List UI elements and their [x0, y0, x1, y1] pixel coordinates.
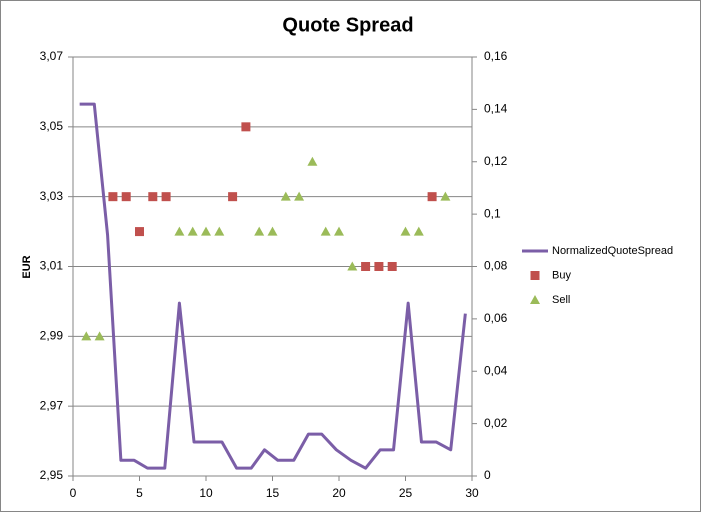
data-point — [254, 226, 265, 236]
y2-tick-label: 0,14 — [484, 102, 508, 116]
legend-label: NormalizedQuoteSpread — [552, 245, 673, 257]
data-point — [387, 262, 397, 271]
data-point — [320, 226, 331, 236]
data-point — [400, 226, 411, 236]
y-tick-label: 3,05 — [40, 119, 64, 133]
data-point — [187, 226, 198, 236]
data-point — [81, 331, 92, 341]
data-point — [440, 191, 451, 201]
y-tick-label: 2,97 — [40, 398, 64, 412]
y-tick-label: 3,03 — [40, 189, 64, 203]
data-point — [121, 192, 131, 202]
y2-tick-label: 0,08 — [484, 259, 508, 273]
data-point — [161, 192, 171, 202]
data-point — [413, 226, 424, 236]
x-tick-label: 15 — [266, 486, 280, 500]
data-point — [280, 191, 291, 201]
data-point — [427, 192, 437, 202]
data-point — [347, 261, 358, 271]
y2-tick-label: 0,06 — [484, 311, 508, 325]
x-tick-label: 20 — [332, 486, 346, 500]
y2-tick-label: 0,04 — [484, 363, 508, 377]
data-point — [307, 156, 318, 166]
data-point — [94, 331, 105, 341]
y2-tick-label: 0,1 — [484, 206, 501, 220]
y-tick-label: 3,07 — [40, 49, 64, 63]
x-tick-label: 5 — [136, 486, 143, 500]
x-tick-label: 10 — [199, 486, 213, 500]
data-point — [374, 262, 384, 271]
y-tick-label: 2,99 — [40, 329, 64, 343]
data-point — [241, 122, 251, 132]
data-point — [334, 226, 344, 236]
data-point — [214, 226, 225, 236]
data-point — [294, 191, 305, 201]
x-tick-label: 0 — [70, 486, 77, 500]
x-tick-label: 25 — [399, 486, 413, 500]
y2-tick-label: 0,12 — [484, 154, 508, 168]
data-point — [361, 262, 371, 271]
series-line — [79, 102, 467, 470]
data-point — [174, 226, 185, 236]
y2-tick-label: 0,16 — [484, 49, 508, 63]
y-tick-label: 3,01 — [40, 259, 64, 273]
y-tick-label: 2,95 — [40, 468, 64, 482]
y2-tick-label: 0,02 — [484, 416, 508, 430]
data-point — [267, 226, 278, 236]
data-point — [228, 192, 238, 202]
legend-label: Buy — [552, 269, 571, 281]
legend-label: Sell — [552, 294, 570, 306]
data-point — [135, 227, 144, 237]
y2-tick-label: 0 — [484, 468, 491, 482]
legend-swatch — [530, 295, 540, 304]
data-point — [148, 192, 158, 202]
legend-swatch — [530, 271, 540, 280]
x-tick-label: 30 — [465, 486, 479, 500]
data-point — [108, 192, 118, 202]
data-point — [201, 226, 211, 236]
y-axis-label: EUR — [21, 255, 33, 278]
chart-title: Quote Spread — [282, 14, 413, 36]
